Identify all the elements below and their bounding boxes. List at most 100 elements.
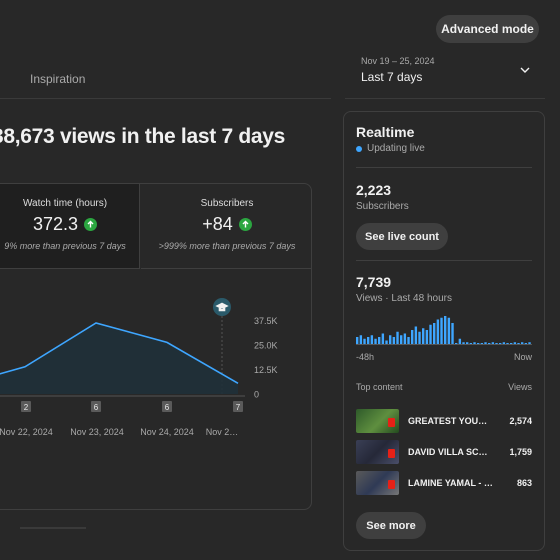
sparkline-bar [436,319,440,344]
realtime-status-text: Updating live [367,143,425,154]
video-thumbnail [356,409,399,433]
arrow-up-icon [238,218,252,231]
chevron-down-icon[interactable] [519,64,531,76]
realtime-subscribers-label: Subscribers [356,201,409,212]
sparkline-bar [510,343,513,344]
metric-subscribers[interactable]: Subscribers +84 >999% more than previous… [141,184,311,269]
x-tick-label: Nov 24, 2024 [140,427,194,437]
sparkline-bar [418,331,421,344]
video-title: LAMINE YAMAL - … [408,478,493,488]
sparkline-bar [488,343,491,344]
sparkline-bar [466,342,469,344]
sparkline-bar [414,326,418,344]
y-tick-label: 0 [254,390,259,400]
realtime-views-label: Views · Last 48 hours [356,293,452,304]
upload-marker [162,401,172,412]
views-column-label: Views [508,382,532,392]
metric-label: Watch time (hours) [22,198,108,209]
upload-marker [91,401,101,412]
upload-marker-label: 7 [236,403,241,412]
sparkline-bar [521,342,524,344]
sparkline-bar [381,333,385,344]
sparkline-bar [425,330,429,344]
sparkline-bar [374,338,377,344]
video-thumbnail [356,440,399,464]
sparkline-bar [429,324,432,344]
video-title: GREATEST YOU… [408,416,488,426]
overview-card: Watch time (hours) 372.3 9% more than pr… [0,183,312,510]
date-range-text: Nov 19 – 25, 2024 [361,56,435,66]
realtime-title: Realtime [356,124,415,140]
sparkline-bar [480,343,484,344]
date-range-selector[interactable]: Nov 19 – 25, 2024 Last 7 days [361,56,435,84]
sparkline-bar [392,337,396,344]
sparkline-bar [462,342,465,344]
see-live-count-button[interactable]: See live count [356,223,448,250]
sparkline-bar [502,342,506,344]
x-tick-label: Nov 23, 2024 [70,427,124,437]
top-content-label: Top content [356,382,403,392]
top-content-row[interactable]: LAMINE YAMAL - … 863 [356,471,532,495]
sparkline-bar [378,337,381,344]
views-headline: 38,673 views in the last 7 days [0,125,286,148]
sparkline-bar [440,317,443,344]
top-content-row[interactable]: GREATEST YOU… 2,574 [356,409,532,433]
top-content-row[interactable]: DAVID VILLA SC… 1,759 [356,440,532,464]
video-views: 1,759 [509,447,532,457]
upload-marker [233,401,243,412]
sparkline-bar [359,335,363,344]
sparkline-bar [363,338,366,344]
see-more-button[interactable]: See more [356,512,426,539]
metric-watch-time[interactable]: Watch time (hours) 372.3 9% more than pr… [0,184,140,269]
realtime-card: Realtime Updating live 2,223 Subscribers… [343,111,545,551]
sparkline-bar [517,343,520,344]
video-views: 2,574 [509,416,532,426]
sparkline-bar [400,335,403,344]
sparkline-end-label: Now [513,352,532,362]
sparkline-bar [477,343,480,344]
sparkline-bar [370,335,374,344]
upload-marker-label: 6 [165,403,170,412]
sparkline-bar [356,337,359,344]
video-views: 863 [516,478,532,488]
scroll-indicator [20,527,86,529]
x-tick-label: Nov 2… [206,427,239,437]
shorts-badge-icon [388,418,395,427]
sparkline-bar [422,328,425,344]
upload-marker [21,401,31,412]
sparkline-bar [447,317,451,344]
sparkline-bar [451,323,454,344]
sparkline-bar [411,330,414,344]
metric-label: Subscribers [200,198,254,209]
graduation-cap-icon [215,302,229,312]
sparkline-bar [473,342,476,344]
sparkline-bar [491,342,495,344]
realtime-views-value: 7,739 [356,274,392,290]
sparkline-bar [495,343,498,344]
tab-inspiration[interactable]: Inspiration [30,72,86,86]
sparkline-bar [513,342,517,344]
sparkline-bar [469,343,473,344]
video-title: DAVID VILLA SC… [408,447,488,457]
sparkline-bar [385,340,388,344]
sparkline-bar [367,337,370,344]
sparkline-bar [403,333,407,344]
views-area [0,322,238,394]
tab-divider-right [345,98,545,99]
y-tick-label: 37.5K [254,316,278,326]
tab-divider [0,98,331,99]
realtime-status: Updating live [356,143,425,154]
realtime-views-sparkline [356,316,532,345]
shorts-badge-icon [388,480,395,489]
y-tick-label: 25.0K [254,341,278,351]
metric-value: 372.3 [32,214,79,234]
sparkline-bar [506,343,509,344]
views-chart: 37.5K 25.0K 12.5K 0 2 6 6 7 Nov 22, 2024 Nov 23, … [0,298,278,437]
sparkline-bar [458,338,462,344]
sparkline-bar [444,316,447,344]
advanced-mode-button[interactable]: Advanced mode [436,15,539,43]
divider [356,260,532,261]
y-tick-label: 12.5K [254,365,278,375]
upload-marker-label: 6 [94,403,99,412]
sparkline-bar [484,342,487,344]
